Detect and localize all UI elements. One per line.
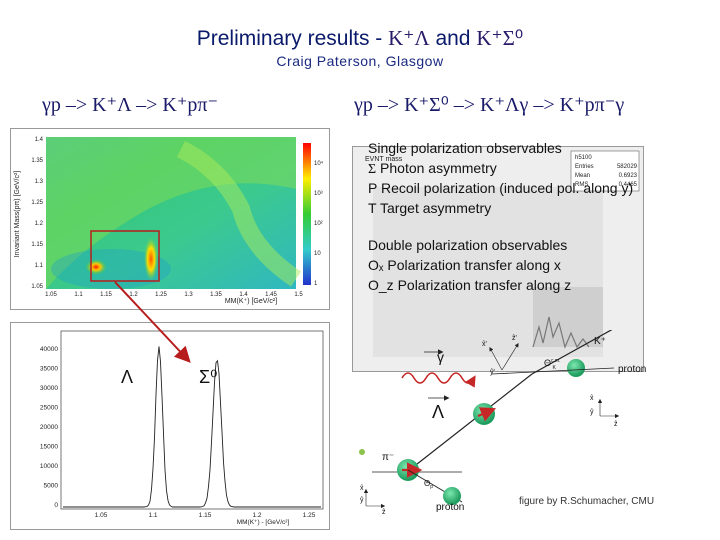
slide-title: Preliminary results - K⁺Λ and K⁺Σ⁰ xyxy=(196,26,524,50)
svg-text:0.6923: 0.6923 xyxy=(619,173,638,179)
pi-dot xyxy=(359,449,365,455)
kplus-label: K⁺ xyxy=(594,336,606,347)
obs-t: T Target asymmetry xyxy=(368,200,492,216)
obs-sigma: Σ Photon asymmetry xyxy=(368,160,497,177)
svg-text:ẑ: ẑ xyxy=(382,509,386,516)
heatmap-ytick: 1.4 xyxy=(35,137,44,143)
heatmap-ytick: 1.1 xyxy=(35,263,44,269)
heatmap-xtick: 1.2 xyxy=(129,292,138,298)
heatmap-xtick: 1.4 xyxy=(239,292,248,298)
histogram-ytick: 5000 xyxy=(44,483,59,490)
heatmap-xtick: 1.15 xyxy=(100,292,112,298)
svg-text:Entries: Entries xyxy=(575,164,594,170)
heatmap-xtick: 1.25 xyxy=(155,292,167,298)
kinematics-diagram: γ proton K⁺ Θc.m. K Λ x̂' ẑ' ŷ' x̂ ŷ ẑ π⁻ xyxy=(352,323,652,530)
heatmap-plot: 1.4 1.35 1.3 1.25 1.2 1.15 1.1 1.05 1.05 1.1 1.15… xyxy=(10,128,330,310)
heatmap-ytick: 1.05 xyxy=(31,284,43,290)
heatmap-xlabel: MM(K⁺) [GeV/c²] xyxy=(225,298,277,305)
figure-credit: figure by R.Schumacher, CMU xyxy=(519,496,655,507)
gamma-label: γ xyxy=(437,349,444,365)
obs-oz: O_z Polarization transfer along z xyxy=(368,277,572,293)
svg-text:x̂: x̂ xyxy=(360,485,364,492)
heatmap-ztick: 10² xyxy=(314,221,323,227)
heatmap-xtick: 1.45 xyxy=(265,292,277,298)
heatmap-ztick: 1 xyxy=(314,281,318,287)
heatmap-ytick: 1.3 xyxy=(35,179,44,185)
histogram-xtick: 1.05 xyxy=(95,512,108,519)
histogram-ytick: 30000 xyxy=(40,385,58,392)
slide-subtitle: Craig Paterson, Glasgow xyxy=(276,53,444,69)
histogram-xtick: 1.25 xyxy=(303,512,316,519)
svg-text:ŷ': ŷ' xyxy=(490,369,495,376)
stats-box xyxy=(570,150,640,192)
histogram-xtick: 1.15 xyxy=(199,512,212,519)
obs-p: P Recoil polarization (induced pol. alon… xyxy=(368,180,634,196)
reaction-right: γp –> K⁺Σ⁰ –> K⁺Λγ –> K⁺pπ⁻γ xyxy=(354,94,625,116)
sigma-peak-label: Σ⁰ xyxy=(199,367,217,387)
theta-p-label: Θp xyxy=(424,479,433,490)
svg-text:ẑ: ẑ xyxy=(614,421,618,428)
svg-text:ŷ: ŷ xyxy=(360,497,364,504)
histogram-ytick: 15000 xyxy=(40,444,58,451)
decay-proton xyxy=(443,487,461,505)
heatmap-ztick: 10⁴ xyxy=(314,160,324,167)
title-kplus-sigma: K⁺Σ⁰ xyxy=(476,26,524,50)
svg-text:h5100: h5100 xyxy=(575,155,592,161)
histogram-xtick: 1.1 xyxy=(148,512,157,519)
heatmap-ztick: 10 xyxy=(314,251,321,257)
heatmap-xtick: 1.05 xyxy=(45,292,57,298)
svg-text:582029: 582029 xyxy=(617,164,638,170)
histogram-plot: 40000 35000 30000 25000 20000 15000 10000 5000 0… xyxy=(10,322,330,530)
photon-wave xyxy=(401,372,476,388)
heatmap-xtick: 1.5 xyxy=(294,292,303,298)
heatmap-xtick: 1.3 xyxy=(184,292,193,298)
proton-bottom-label: proton xyxy=(436,502,464,513)
heatmap-ytick: 1.2 xyxy=(35,221,44,227)
lambda-label: Λ xyxy=(432,402,444,422)
svg-text:x̂: x̂ xyxy=(590,395,594,402)
heatmap-xtick: 1.1 xyxy=(74,292,83,298)
heatmap-xtick: 1.35 xyxy=(210,292,222,298)
obs-ox: Oₓ Polarization transfer along x xyxy=(368,257,561,273)
svg-text:x̂': x̂' xyxy=(482,341,487,348)
lambda-peak-label: Λ xyxy=(121,367,133,387)
svg-text:ẑ': ẑ' xyxy=(512,335,517,342)
background-plot: h5100 Entries 582029 Mean 0.6923 RMS 0.4… xyxy=(352,146,644,372)
histogram-ytick: 35000 xyxy=(40,366,58,373)
histogram-ytick: 40000 xyxy=(40,346,58,353)
theta-cm-label: Θc.m. K xyxy=(544,358,560,371)
histogram-xtick: 1.2 xyxy=(252,512,261,519)
selection-box xyxy=(90,230,160,282)
svg-text:0.4465: 0.4465 xyxy=(619,182,638,188)
target-proton xyxy=(567,359,585,377)
pi-label: π⁻ xyxy=(382,452,394,463)
double-pol-heading: Double polarization observables xyxy=(368,237,568,253)
histogram-xlabel: MM(K⁺) - [GeV/c²] xyxy=(237,519,290,526)
histogram-ytick: 10000 xyxy=(40,463,58,470)
heatmap-ytick: 1.35 xyxy=(31,158,43,164)
proton-top-label: proton xyxy=(618,364,646,375)
heatmap-ztick: 10³ xyxy=(314,191,323,197)
histogram-line xyxy=(63,346,321,508)
svg-text:Mean: Mean xyxy=(575,173,590,179)
svg-text:ŷ: ŷ xyxy=(590,409,594,416)
heatmap-ylabel: Invariant Mass(pπ) [GeV/c²] xyxy=(14,171,21,258)
histogram-ytick: 25000 xyxy=(40,405,58,412)
single-pol-heading: Single polarization observables xyxy=(368,140,562,156)
svg-text:RMS: RMS xyxy=(575,182,588,188)
heatmap-ytick: 1.25 xyxy=(31,200,43,206)
stats-name: EVNT mass xyxy=(365,156,403,163)
reaction-left: γp –> K⁺Λ –> K⁺pπ⁻ xyxy=(42,94,219,116)
color-scale-bar xyxy=(303,143,311,285)
histogram-ytick: 20000 xyxy=(40,424,58,431)
histogram-ytick: 0 xyxy=(54,502,58,509)
title-kplus-lambda: K⁺Λ xyxy=(388,26,430,50)
heatmap-ytick: 1.15 xyxy=(31,242,43,248)
